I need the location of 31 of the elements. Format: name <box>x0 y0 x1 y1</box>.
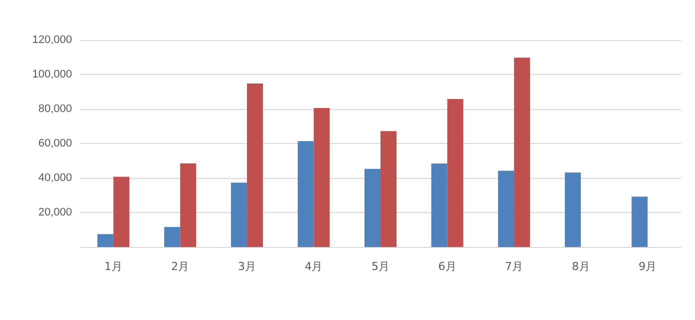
bar <box>97 234 114 247</box>
bar <box>230 182 247 247</box>
x-tick-label: 3月 <box>238 260 256 273</box>
y-tick-label: 40,000 <box>38 172 72 184</box>
bar <box>380 131 396 247</box>
bar <box>164 226 180 247</box>
bar <box>447 98 464 247</box>
y-tick-label: 80,000 <box>38 103 72 115</box>
bar <box>431 164 448 247</box>
bar <box>298 141 314 247</box>
y-tick-label: 120,000 <box>32 34 72 46</box>
y-tick-label: 60,000 <box>38 138 72 150</box>
y-tick-label: 20,000 <box>38 206 72 218</box>
x-tick-label: 9月 <box>638 260 657 273</box>
bar <box>113 176 130 247</box>
bar <box>632 196 648 247</box>
x-tick-label: 7月 <box>505 260 524 273</box>
bar <box>564 172 581 247</box>
x-tick-label: 2月 <box>171 260 190 273</box>
x-tick-label: 5月 <box>372 260 390 273</box>
x-tick-label: 1月 <box>104 260 122 273</box>
x-tick-label: 6月 <box>438 260 456 273</box>
x-tick-label: 4月 <box>304 260 323 273</box>
bar <box>364 168 380 247</box>
bar <box>498 170 514 247</box>
bar <box>180 163 196 247</box>
x-tick-label: 8月 <box>572 260 590 273</box>
bar <box>514 58 530 247</box>
bar <box>246 83 263 247</box>
y-tick-label: 100,000 <box>32 68 72 80</box>
bar <box>314 108 330 247</box>
